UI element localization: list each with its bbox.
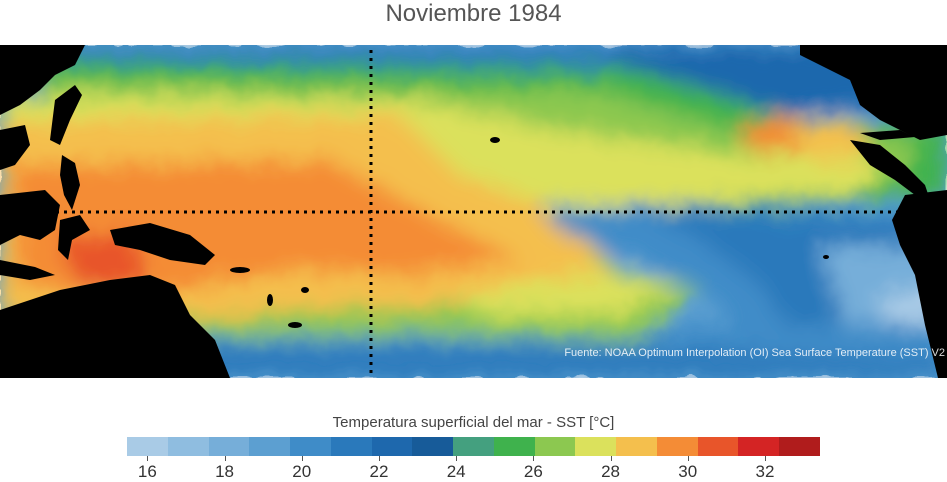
land-indonesia [0, 190, 60, 245]
colorbar-swatch [330, 437, 372, 456]
land-central-america [850, 140, 930, 200]
colorbar-swatch [371, 437, 413, 456]
colorbar-ticks: 16 18 20 22 24 26 28 30 32 [127, 456, 820, 481]
colorbar-swatch [616, 437, 657, 456]
colorbar-swatch [290, 437, 331, 456]
colorbar-swatch [208, 437, 250, 456]
colorbar-swatch [453, 437, 494, 456]
land-sulawesi [58, 215, 90, 260]
land-vanuatu [267, 294, 273, 306]
land-china-coast [0, 125, 30, 170]
colorbar-tick-mark [687, 456, 689, 461]
land-galapagos [823, 255, 829, 259]
land-new-caledonia [288, 322, 302, 328]
land-philippines [60, 155, 80, 210]
colorbar-swatch [779, 437, 821, 456]
sst-field [0, 45, 947, 378]
colorbar-swatch [575, 437, 617, 456]
land [0, 45, 947, 378]
land-japan [50, 85, 82, 145]
colorbar-swatch [697, 437, 739, 456]
sst-map [0, 45, 947, 378]
colorbar-label: Temperatura superficial del mar - SST [°… [332, 414, 615, 431]
land-hawaii [490, 137, 500, 143]
colorbar-tick-mark [224, 456, 226, 461]
land-australia [0, 275, 230, 378]
colorbar-swatch [738, 437, 780, 456]
colorbar-swatch [534, 437, 576, 456]
colorbar-tick-label: 30 [678, 462, 698, 481]
land-north-america [800, 45, 947, 140]
colorbar-tick-label: 28 [601, 462, 621, 481]
colorbar-swatch [656, 437, 698, 456]
colorbar-tick-label: 26 [523, 462, 543, 481]
colorbar-tick-mark [378, 456, 380, 461]
colorbar-swatch [249, 437, 291, 456]
land-java [0, 260, 55, 280]
colorbar-tick-mark [610, 456, 612, 461]
colorbar-tick-label: 16 [137, 462, 157, 481]
land-fiji [301, 287, 309, 293]
colorbar-tick-label: 32 [755, 462, 775, 481]
colorbar-swatch [167, 437, 209, 456]
land-solomons [230, 267, 250, 273]
land-asia-north [0, 45, 85, 115]
colorbar-tick-mark [456, 456, 458, 461]
colorbar-tick-label: 20 [292, 462, 312, 481]
colorbar-tick-mark [533, 456, 535, 461]
land-new-guinea [110, 223, 215, 265]
colorbar-tick-label: 18 [215, 462, 235, 481]
colorbar-tick-mark [147, 456, 149, 461]
land-south-america [892, 190, 947, 378]
colorbar-tick-label: 24 [446, 462, 466, 481]
colorbar-tick-mark [764, 456, 766, 461]
source-note: Fuente: NOAA Optimum Interpolation (OI) … [564, 347, 945, 359]
colorbar-tick-label: 22 [369, 462, 389, 481]
colorbar-swatch [127, 437, 168, 456]
colorbar-tick-mark [301, 456, 303, 461]
land-cuba [860, 130, 915, 140]
colorbar-swatch [493, 437, 535, 456]
map-title: Noviembre 1984 [385, 0, 562, 27]
colorbar [127, 437, 821, 456]
colorbar-swatch [412, 437, 454, 456]
